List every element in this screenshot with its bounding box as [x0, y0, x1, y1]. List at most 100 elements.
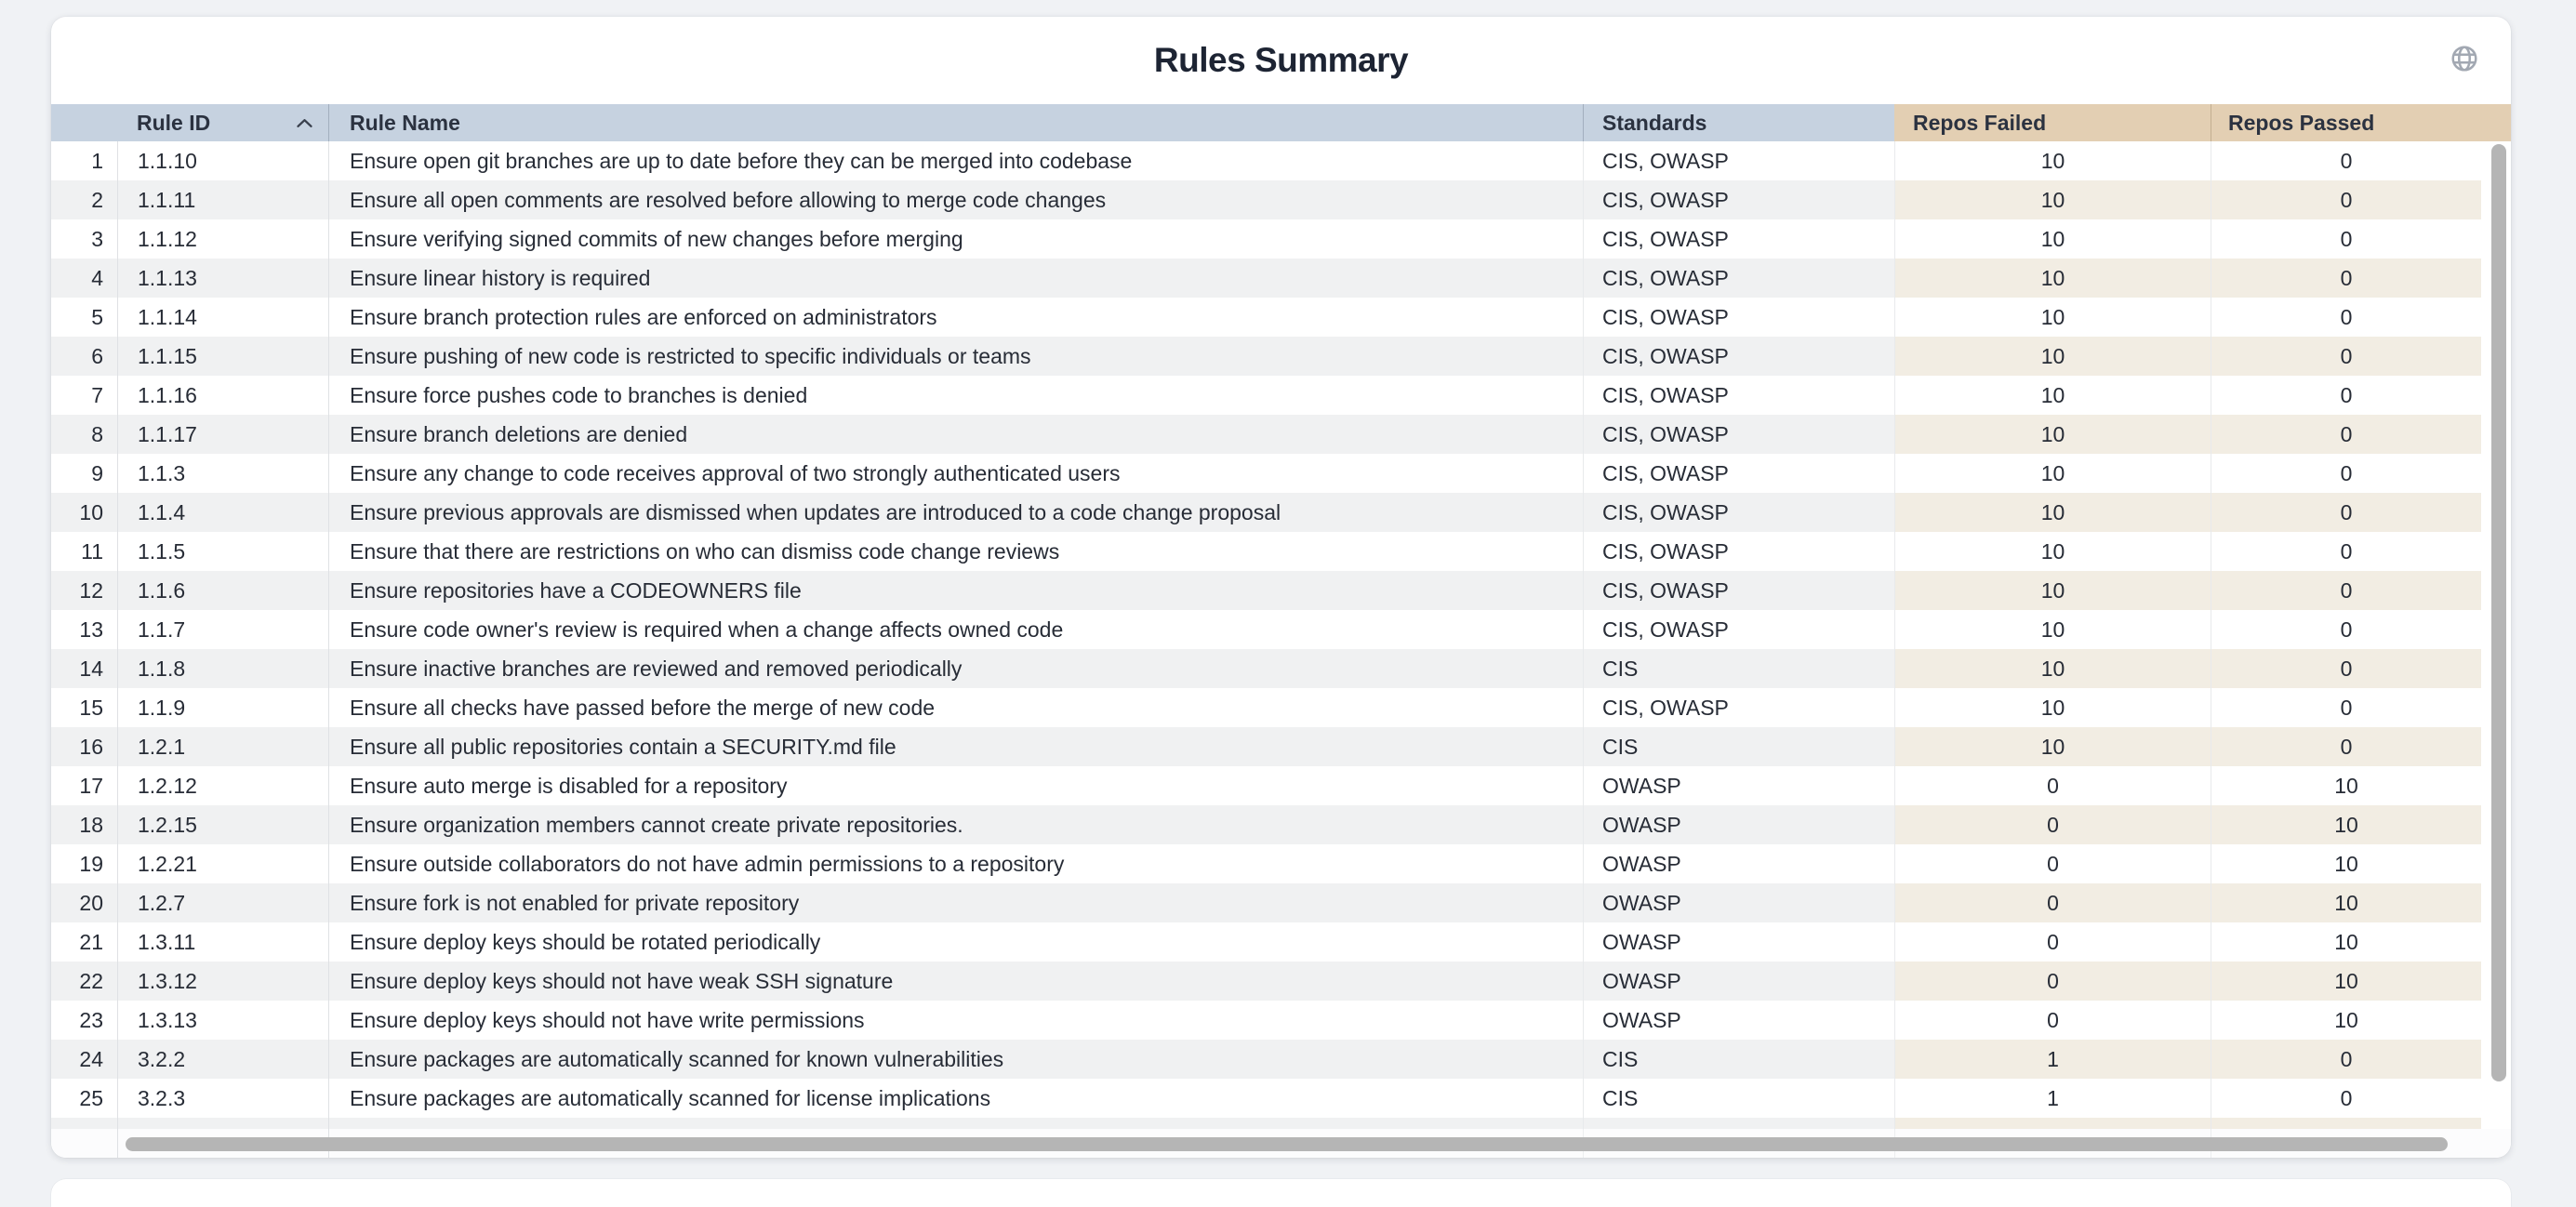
table-row[interactable]: 11 1.1.5 Ensure that there are restricti…: [51, 532, 2511, 571]
rule-id-cell: 1.1.9: [117, 688, 328, 727]
rule-name-cell: Ensure pushing of new code is restricted…: [328, 337, 1583, 376]
repos-passed-cell: 10: [2211, 766, 2481, 805]
table-row[interactable]: 19 1.2.21 Ensure outside collaborators d…: [51, 844, 2511, 883]
table-row[interactable]: 8 1.1.17 Ensure branch deletions are den…: [51, 415, 2511, 454]
rule-id-cell: 1.1.5: [117, 532, 328, 571]
row-number-cell: 15: [51, 688, 117, 727]
rule-name-cell: Ensure outside collaborators do not have…: [328, 844, 1583, 883]
repos-failed-cell: 1: [1894, 1040, 2211, 1079]
standards-cell: CIS, OWASP: [1583, 337, 1894, 376]
repos-failed-cell: 10: [1894, 454, 2211, 493]
repos-passed-cell: 0: [2211, 532, 2481, 571]
table-row[interactable]: 15 1.1.9 Ensure all checks have passed b…: [51, 688, 2511, 727]
table-row[interactable]: 22 1.3.12 Ensure deploy keys should not …: [51, 962, 2511, 1001]
row-number-cell: 20: [51, 883, 117, 922]
column-header-standards[interactable]: Standards: [1583, 104, 1894, 142]
table-row[interactable]: 18 1.2.15 Ensure organization members ca…: [51, 805, 2511, 844]
vertical-scrollbar-thumb[interactable]: [2491, 144, 2506, 1081]
column-header-repos-failed[interactable]: Repos Failed: [1894, 104, 2211, 142]
rule-id-cell: 1.1.10: [117, 141, 328, 180]
row-scrollbar-gutter: [2481, 1118, 2511, 1129]
repos-passed-cell: 0: [2211, 298, 2481, 337]
repos-failed-cell: 0: [1894, 844, 2211, 883]
repos-failed-cell: 10: [1894, 688, 2211, 727]
table-row[interactable]: 9 1.1.3 Ensure any change to code receiv…: [51, 454, 2511, 493]
row-number-cell: 1: [51, 141, 117, 180]
row-number-cell: 23: [51, 1001, 117, 1040]
standards-cell: OWASP: [1583, 805, 1894, 844]
rule-id-cell: 3.2.3: [117, 1079, 328, 1118]
repos-failed-cell: 10: [1894, 493, 2211, 532]
globe-icon[interactable]: [2450, 44, 2479, 73]
table-row[interactable]: 20 1.2.7 Ensure fork is not enabled for …: [51, 883, 2511, 922]
rule-id-cell: 1.3.11: [117, 922, 328, 962]
table-row[interactable]: 6 1.1.15 Ensure pushing of new code is r…: [51, 337, 2511, 376]
standards-cell: CIS, OWASP: [1583, 532, 1894, 571]
table-row[interactable]: 3 1.1.12 Ensure verifying signed commits…: [51, 219, 2511, 259]
standards-cell: OWASP: [1583, 844, 1894, 883]
rule-id-cell: 1.1.11: [117, 180, 328, 219]
repos-failed-cell: 10: [1894, 571, 2211, 610]
repos-passed-cell: 0: [2211, 219, 2481, 259]
rule-id-cell: 1.1.13: [117, 259, 328, 298]
rule-id-cell: 1.1.12: [117, 219, 328, 259]
table-row[interactable]: 7 1.1.16 Ensure force pushes code to bra…: [51, 376, 2511, 415]
repos-failed-cell: 0: [1894, 805, 2211, 844]
row-number-cell: 16: [51, 727, 117, 766]
table-row[interactable]: 25 3.2.3 Ensure packages are automatical…: [51, 1079, 2511, 1118]
rule-name-cell: Ensure previous approvals are dismissed …: [328, 493, 1583, 532]
table-row[interactable]: 24 3.2.2 Ensure packages are automatical…: [51, 1040, 2511, 1079]
standards-cell: OWASP: [1583, 962, 1894, 1001]
sort-ascending-icon: [296, 117, 313, 129]
rule-id-cell: 1.1.3: [117, 454, 328, 493]
rule-id-cell: 1.1.4: [117, 493, 328, 532]
column-header-repos-passed[interactable]: Repos Passed: [2211, 104, 2481, 142]
column-header-rule-id[interactable]: Rule ID: [117, 104, 328, 142]
table-row[interactable]: 12 1.1.6 Ensure repositories have a CODE…: [51, 571, 2511, 610]
repos-failed-cell: 10: [1894, 259, 2211, 298]
rule-id-cell: 1.2.7: [117, 883, 328, 922]
repos-failed-cell: 0: [1894, 962, 2211, 1001]
table-row-partial[interactable]: [51, 1118, 2511, 1129]
table-row[interactable]: 1 1.1.10 Ensure open git branches are up…: [51, 141, 2511, 180]
repos-passed-cell: 10: [2211, 922, 2481, 962]
rule-name-cell: Ensure all checks have passed before the…: [328, 688, 1583, 727]
horizontal-scrollbar-thumb[interactable]: [126, 1137, 2448, 1151]
repos-passed-cell: 0: [2211, 1079, 2481, 1118]
standards-cell: CIS, OWASP: [1583, 259, 1894, 298]
table-row[interactable]: 23 1.3.13 Ensure deploy keys should not …: [51, 1001, 2511, 1040]
next-card-top-edge: [51, 1179, 2511, 1207]
row-number-cell: 8: [51, 415, 117, 454]
repos-passed-cell: 0: [2211, 727, 2481, 766]
rule-id-cell: 1.2.15: [117, 805, 328, 844]
standards-cell: OWASP: [1583, 883, 1894, 922]
row-number-cell: 4: [51, 259, 117, 298]
horizontal-scrollbar-track[interactable]: [51, 1129, 2511, 1158]
rule-name-cell: Ensure open git branches are up to date …: [328, 141, 1583, 180]
row-number-cell: 22: [51, 962, 117, 1001]
rule-name-cell: Ensure force pushes code to branches is …: [328, 376, 1583, 415]
table-row[interactable]: 13 1.1.7 Ensure code owner's review is r…: [51, 610, 2511, 649]
table-row[interactable]: 10 1.1.4 Ensure previous approvals are d…: [51, 493, 2511, 532]
repos-failed-cell: 0: [1894, 883, 2211, 922]
rule-name-cell: Ensure linear history is required: [328, 259, 1583, 298]
standards-cell: CIS: [1583, 1040, 1894, 1079]
rule-id-cell: 1.1.8: [117, 649, 328, 688]
row-number-cell: 9: [51, 454, 117, 493]
table-row[interactable]: 4 1.1.13 Ensure linear history is requir…: [51, 259, 2511, 298]
table-row[interactable]: 14 1.1.8 Ensure inactive branches are re…: [51, 649, 2511, 688]
rule-name-cell: Ensure packages are automatically scanne…: [328, 1079, 1583, 1118]
repos-failed-cell: 10: [1894, 532, 2211, 571]
table-row[interactable]: 2 1.1.11 Ensure all open comments are re…: [51, 180, 2511, 219]
standards-cell: CIS, OWASP: [1583, 688, 1894, 727]
standards-cell: CIS: [1583, 1079, 1894, 1118]
table-row[interactable]: 21 1.3.11 Ensure deploy keys should be r…: [51, 922, 2511, 962]
row-number-cell: 6: [51, 337, 117, 376]
repos-failed-cell: 10: [1894, 219, 2211, 259]
rule-name-cell: [328, 1118, 1583, 1129]
column-header-rule-name[interactable]: Rule Name: [328, 104, 1583, 142]
standards-cell: CIS, OWASP: [1583, 610, 1894, 649]
table-row[interactable]: 16 1.2.1 Ensure all public repositories …: [51, 727, 2511, 766]
table-row[interactable]: 5 1.1.14 Ensure branch protection rules …: [51, 298, 2511, 337]
table-row[interactable]: 17 1.2.12 Ensure auto merge is disabled …: [51, 766, 2511, 805]
